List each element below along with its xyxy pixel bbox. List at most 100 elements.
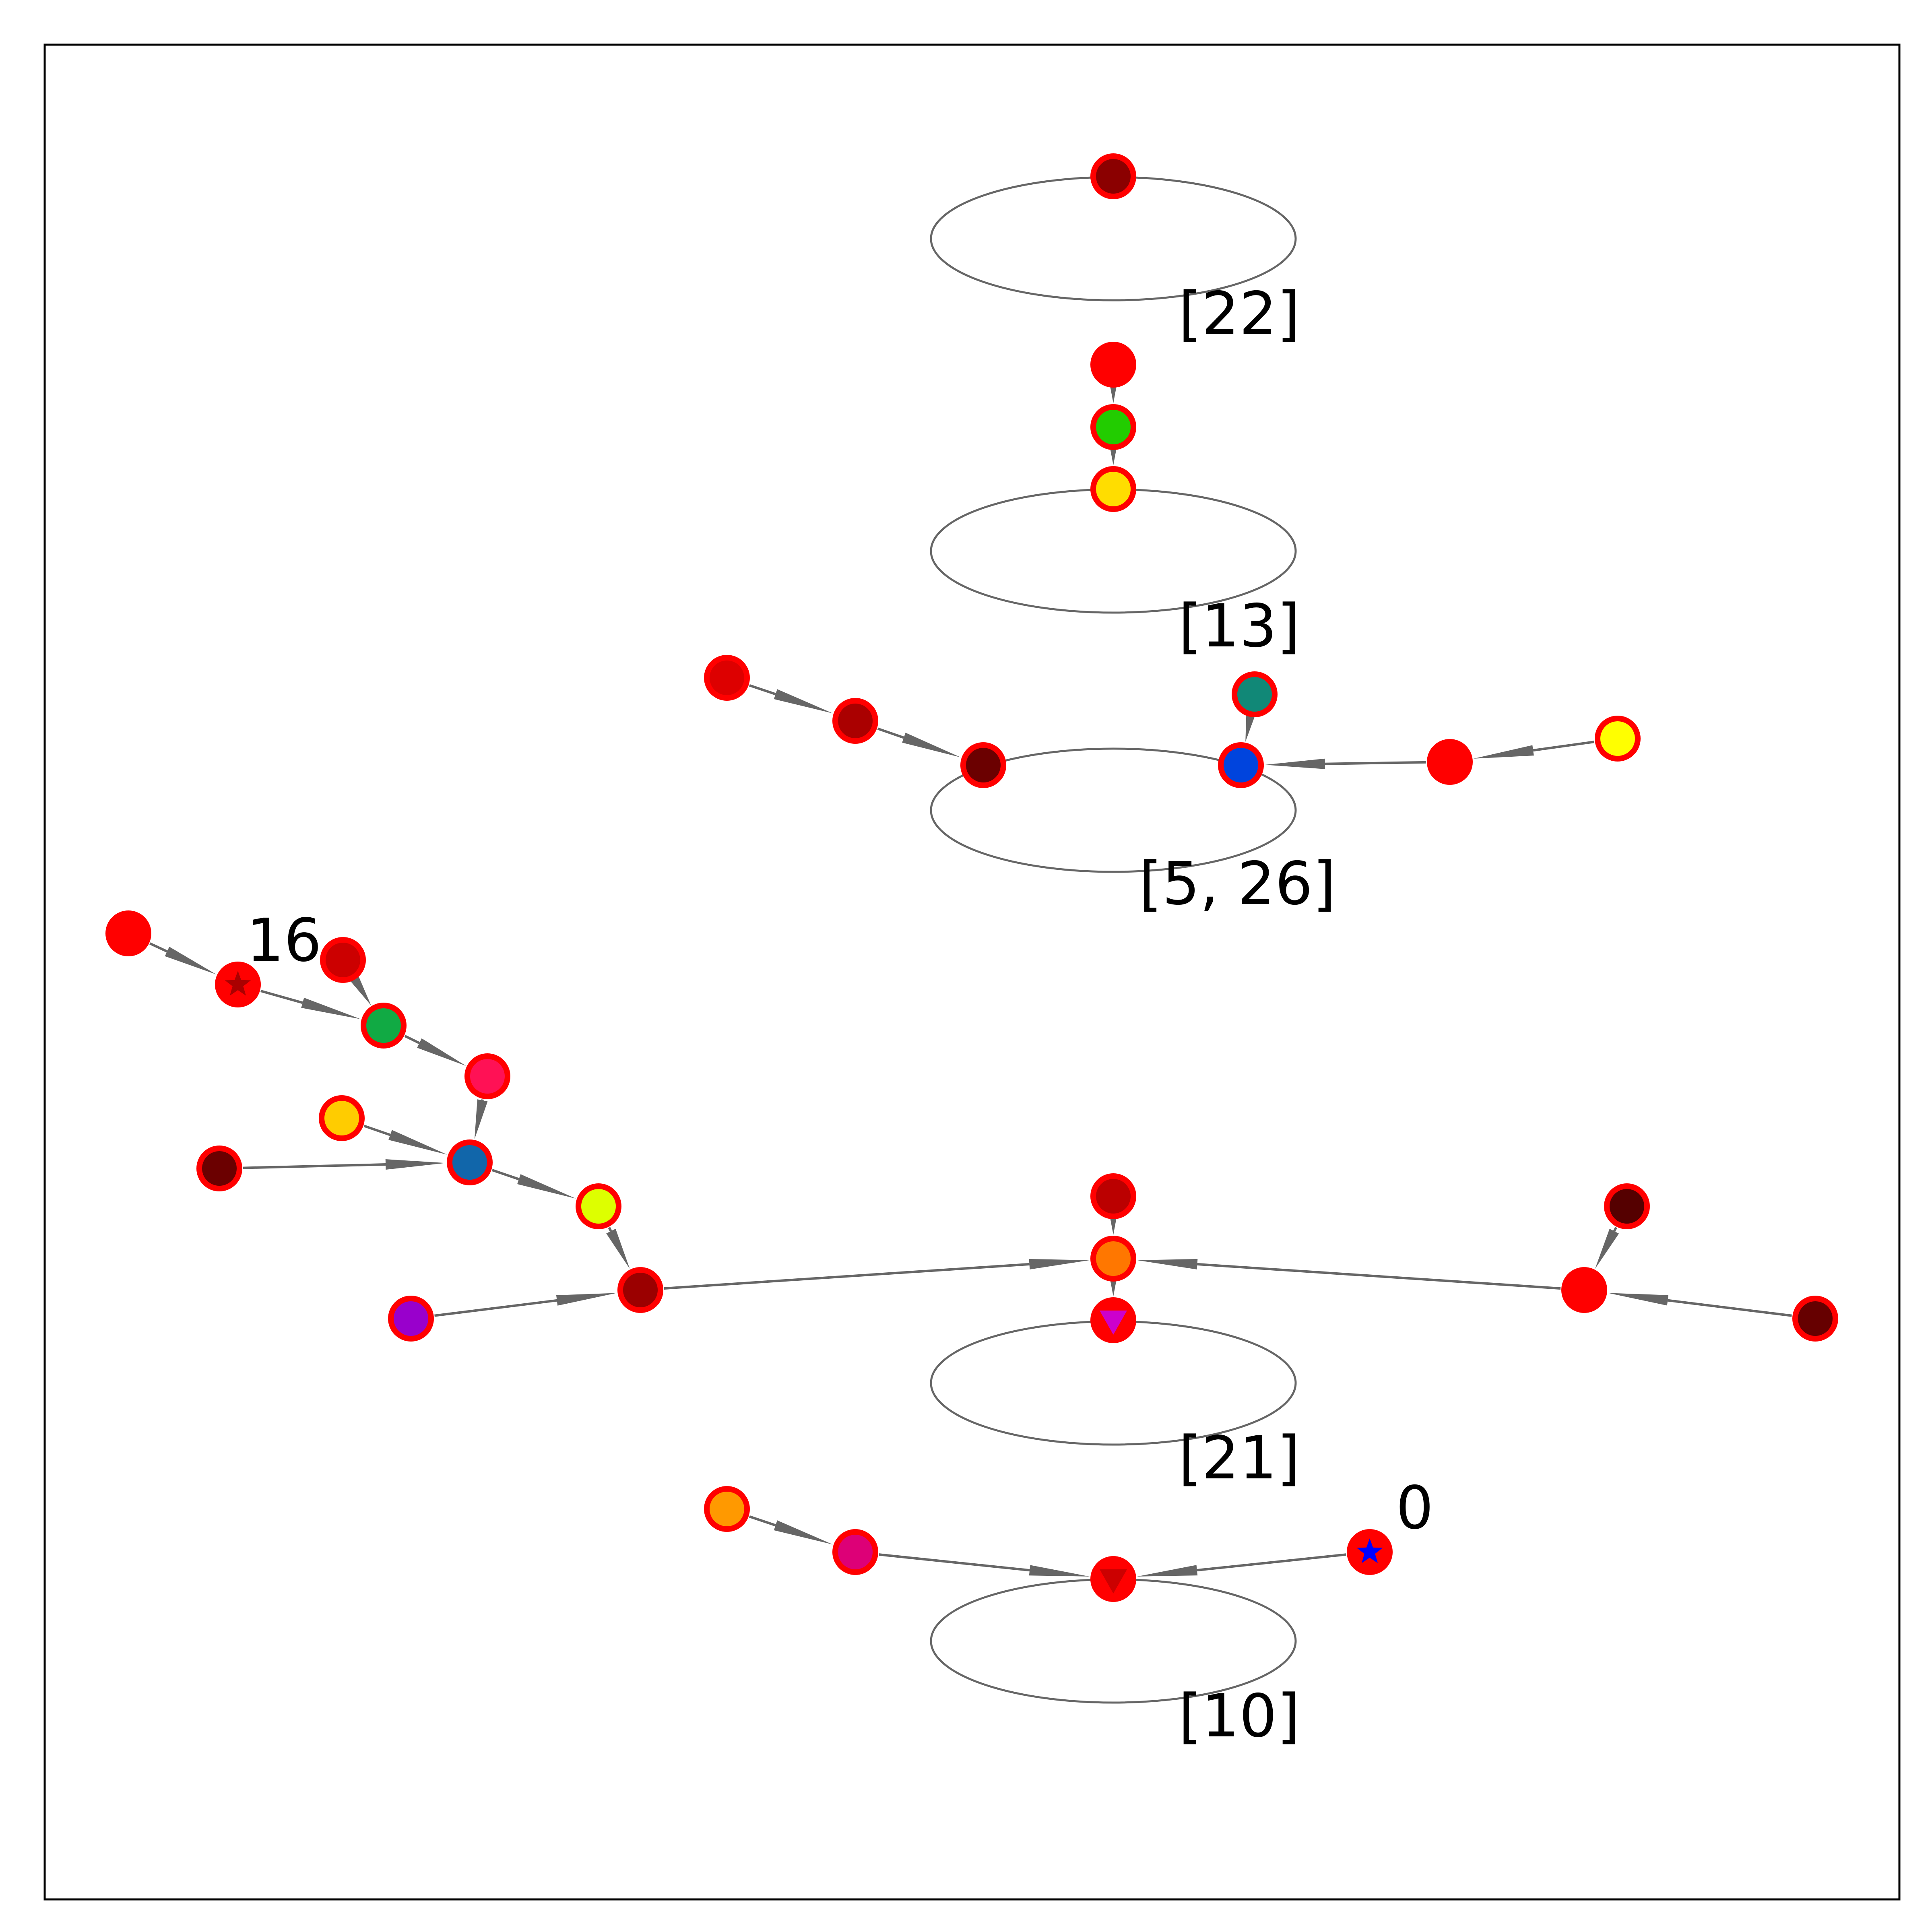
edge-line — [1613, 1227, 1617, 1232]
cycle-loop-5-26 — [930, 747, 1297, 873]
edge-arrowhead — [348, 973, 371, 1005]
node-circle — [1090, 342, 1136, 388]
node-circle — [388, 1296, 434, 1342]
edge-d7-d8 — [243, 1159, 446, 1170]
node-circle — [1090, 1236, 1136, 1282]
node-circle — [447, 1139, 493, 1185]
edge-arrowhead — [1137, 1565, 1198, 1577]
edge-arrowhead — [388, 1130, 448, 1155]
edges — [149, 375, 1792, 1577]
edge-line — [1533, 741, 1594, 752]
edge-arrowhead — [1264, 758, 1325, 769]
node-d10 — [617, 1267, 663, 1313]
node-e1 — [1090, 1173, 1136, 1219]
node-circle — [1604, 1183, 1650, 1229]
edge-line — [664, 1263, 1030, 1290]
edge-d6-d8 — [363, 1125, 448, 1155]
node-d3 — [320, 937, 366, 983]
node-d8 — [447, 1139, 493, 1185]
node-e5 — [1561, 1267, 1607, 1313]
edge-line — [491, 1169, 520, 1181]
node-circle — [704, 655, 750, 701]
edge-e6-e5 — [1608, 1293, 1792, 1317]
edge-line — [149, 942, 168, 953]
edge-f1-f2 — [749, 1515, 833, 1545]
node-circle — [576, 1183, 621, 1229]
edge-line — [749, 1515, 776, 1527]
node-b3 — [1090, 466, 1136, 512]
edge-e4-e5 — [1595, 1227, 1619, 1269]
node-circle — [1595, 716, 1641, 762]
node-d9 — [576, 1183, 621, 1229]
cycle-label-5-26: [5, 26] — [1139, 849, 1336, 918]
cycle-label-10: [10] — [1179, 1682, 1300, 1750]
edge-f4-f3 — [1137, 1553, 1346, 1577]
edge-d5-d8 — [474, 1099, 488, 1139]
node-d7 — [196, 1146, 242, 1191]
node-b2 — [1090, 404, 1136, 450]
edge-c1-c2 — [749, 684, 833, 714]
edge-arrowhead — [1473, 745, 1534, 759]
node-c6 — [1427, 739, 1473, 785]
node-circle — [196, 1146, 242, 1191]
cycle-label-21: [21] — [1179, 1424, 1300, 1492]
node-circle — [1090, 404, 1136, 450]
triangle-marker — [1100, 1569, 1127, 1593]
node-e3 — [1090, 1297, 1136, 1343]
edge-line — [363, 1125, 391, 1136]
edge-line — [877, 727, 904, 739]
edge-line — [879, 1553, 1030, 1572]
node-e2 — [1090, 1236, 1136, 1282]
cycle-label-22: [22] — [1179, 279, 1300, 348]
edge-line — [749, 684, 776, 696]
edge-arrowhead — [517, 1174, 576, 1199]
edge-arrowhead — [774, 689, 833, 714]
star-marker — [225, 971, 251, 996]
node-d4 — [361, 1003, 407, 1049]
edge-d4-d5 — [404, 1035, 466, 1066]
node-f4 — [1347, 1529, 1393, 1575]
node-circle — [704, 1486, 750, 1532]
node-e4 — [1604, 1183, 1650, 1229]
node-circle — [361, 1003, 407, 1049]
node-circle — [319, 1095, 365, 1141]
node-circle — [1090, 466, 1136, 512]
node-circle — [464, 1053, 510, 1099]
node-label-0: 0 — [1396, 1474, 1434, 1542]
edge-arrowhead — [417, 1038, 466, 1066]
node-d5 — [464, 1053, 510, 1099]
node-circle — [832, 1529, 878, 1575]
edge-line — [404, 1035, 420, 1044]
node-c4 — [1218, 742, 1264, 788]
edge-c7-c6 — [1473, 741, 1594, 759]
node-d1 — [105, 910, 151, 956]
edge-d9-d10 — [606, 1227, 630, 1269]
nodes — [105, 153, 1838, 1602]
edge-arrowhead — [1029, 1259, 1090, 1269]
node-circle — [1218, 742, 1264, 788]
node-circle — [1561, 1267, 1607, 1313]
node-label-16: 16 — [246, 906, 322, 975]
node-c2 — [832, 698, 878, 744]
edge-d11-d10 — [434, 1293, 617, 1317]
node-circle — [1232, 671, 1278, 717]
triangle-marker — [1100, 1311, 1127, 1335]
edge-d2-d4 — [260, 990, 361, 1019]
node-c7 — [1595, 716, 1641, 762]
cycle-label-13: [13] — [1179, 592, 1300, 661]
edge-arrowhead — [474, 1099, 488, 1139]
edge-c2-c3 — [877, 727, 961, 758]
edge-line — [1325, 761, 1426, 765]
edge-line — [1197, 1553, 1346, 1572]
edge-arrowhead — [165, 947, 217, 975]
node-d11 — [388, 1296, 434, 1342]
edge-arrowhead — [301, 997, 361, 1019]
edge-arrowhead — [1595, 1228, 1619, 1269]
plot-frame — [43, 43, 1901, 1901]
edge-arrowhead — [556, 1293, 617, 1306]
node-f2 — [832, 1529, 878, 1575]
labels: [22] [13] [5, 26] [21] [10] 16 0 — [246, 279, 1434, 1750]
edge-line — [243, 1163, 386, 1169]
